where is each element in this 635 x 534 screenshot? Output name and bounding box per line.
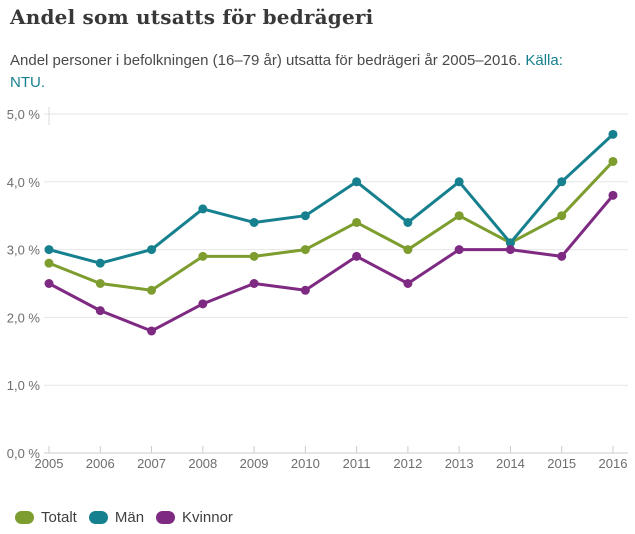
series-line-män [47, 132, 615, 265]
series-line-kvinnor [47, 193, 615, 333]
y-axis-tick-label: 2,0 % [7, 310, 41, 325]
legend-swatch-man [88, 511, 108, 524]
y-axis-tick-label: 1,0 % [7, 378, 41, 393]
data-point-totalt[interactable] [95, 279, 105, 288]
x-axis-tick-label: 2016 [599, 456, 628, 471]
x-axis-tick-label: 2007 [137, 456, 166, 471]
chart-title: Andel som utsatts för bedrägeri [10, 5, 374, 29]
y-axis-tick-label: 5,0 % [7, 107, 41, 122]
legend-label-kvinnor: Kvinnor [182, 509, 233, 526]
data-point-kvinnor[interactable] [95, 306, 105, 316]
data-point-totalt[interactable] [557, 211, 567, 221]
chart-subtitle: Andel personer i befolkningen (16–79 år)… [10, 50, 628, 94]
y-axis-tick-label: 0,0 % [7, 446, 41, 461]
legend-label-totalt: Totalt [41, 509, 77, 526]
data-point-män[interactable] [352, 177, 362, 187]
data-point-totalt[interactable] [198, 251, 208, 261]
x-axis-tick-label: 2005 [35, 456, 64, 471]
data-point-kvinnor[interactable] [147, 326, 157, 336]
data-point-kvinnor[interactable] [557, 251, 567, 261]
data-point-kvinnor[interactable] [198, 299, 208, 309]
data-point-kvinnor[interactable] [249, 279, 259, 288]
data-point-totalt[interactable] [44, 258, 54, 268]
data-point-män[interactable] [557, 177, 567, 187]
data-point-totalt[interactable] [454, 211, 464, 221]
series-line-totalt [47, 159, 615, 292]
x-axis-tick-label: 2009 [240, 456, 269, 471]
x-axis-tick-label: 2011 [343, 456, 371, 471]
source-link[interactable]: Källa: NTU. [10, 52, 563, 91]
x-axis-tick-label: 2010 [291, 456, 320, 471]
x-axis-tick-label: 2012 [393, 456, 422, 471]
x-axis-tick-label: 2008 [188, 456, 217, 471]
data-point-totalt[interactable] [608, 156, 618, 166]
data-point-totalt[interactable] [249, 251, 259, 261]
data-point-totalt[interactable] [300, 245, 310, 255]
x-axis-tick-label: 2013 [445, 456, 474, 471]
data-point-kvinnor[interactable] [454, 245, 464, 255]
data-point-kvinnor[interactable] [352, 251, 362, 261]
legend-item-totalt[interactable]: Totalt [15, 509, 77, 526]
subtitle-text: Andel personer i befolkningen (16–79 år)… [10, 52, 522, 69]
source-link-label: Källa: [525, 52, 563, 69]
legend-item-man[interactable]: Män [88, 509, 145, 526]
data-point-män[interactable] [608, 129, 618, 139]
data-point-män[interactable] [44, 245, 54, 255]
line-chart[interactable]: 0,0 % 1,0 % 2,0 % 3,0 % 4,0 % 5,0 % 2005 2006 20… [0, 100, 635, 480]
data-point-män[interactable] [454, 177, 464, 187]
data-point-totalt[interactable] [403, 245, 413, 255]
data-point-män[interactable] [147, 245, 157, 255]
data-point-män[interactable] [95, 258, 105, 268]
data-point-män[interactable] [249, 217, 259, 227]
x-axis-tick-label: 2006 [86, 456, 115, 471]
y-axis-tick-label: 4,0 % [7, 175, 41, 190]
data-point-totalt[interactable] [147, 285, 157, 295]
legend-label-man: Män [114, 509, 145, 526]
data-point-kvinnor[interactable] [44, 279, 54, 288]
data-point-kvinnor[interactable] [300, 285, 310, 295]
data-point-män[interactable] [198, 204, 208, 214]
data-point-totalt[interactable] [352, 217, 362, 227]
legend-item-kvinnor[interactable]: Kvinnor [156, 509, 233, 526]
data-point-kvinnor[interactable] [608, 190, 618, 200]
legend-swatch-totalt [15, 511, 34, 524]
data-point-män[interactable] [505, 238, 515, 248]
y-axis-tick-label: 3,0 % [7, 243, 41, 258]
data-point-män[interactable] [403, 217, 413, 227]
chart-legend: Totalt Män Kvinnor [15, 509, 233, 526]
x-axis-tick-label: 2015 [547, 456, 576, 471]
data-point-kvinnor[interactable] [505, 245, 515, 255]
data-point-män[interactable] [300, 211, 310, 221]
x-axis-tick-label: 2014 [496, 456, 525, 471]
source-link-name: NTU. [10, 74, 45, 91]
data-point-kvinnor[interactable] [403, 279, 413, 288]
legend-swatch-kvinnor [156, 511, 176, 524]
